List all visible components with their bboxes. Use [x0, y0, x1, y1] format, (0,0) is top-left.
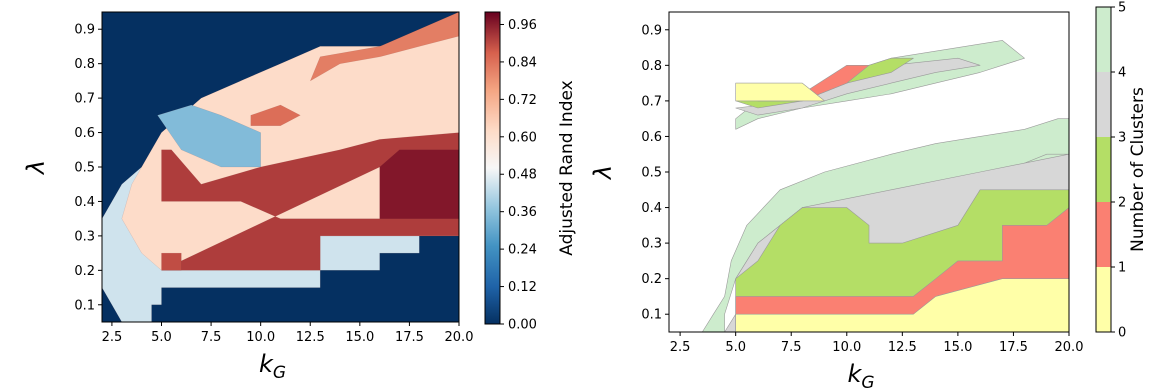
y-tick-label: 0.3 — [641, 237, 662, 252]
colorbar-label: Number of Clusters — [1128, 87, 1148, 252]
y-tick-label: 0.1 — [641, 308, 662, 323]
x-tick-label: 15.0 — [345, 330, 374, 345]
x-axis: 2.5 5.0 7.5 10.0 12.5 15.0 17.5 20.0 — [670, 332, 1084, 355]
x-tick-label: 15.0 — [943, 340, 972, 355]
colorbar-tick-label: 0.48 — [508, 168, 537, 183]
y-tick-label: 0.2 — [74, 264, 95, 279]
x-tick-label: 20.0 — [445, 330, 474, 345]
y-tick-label: 0.4 — [641, 201, 662, 216]
y-tick-label: 0.6 — [74, 126, 95, 141]
x-tick-label: 12.5 — [888, 340, 917, 355]
colorbar: 0 1 2 3 4 5 Number of Clusters — [1095, 1, 1148, 341]
y-tick-label: 0.6 — [641, 130, 662, 145]
x-tick-label: 2.5 — [102, 330, 123, 345]
colorbar-tick-label: 0.00 — [508, 318, 537, 333]
colorbar-segment-4 — [1096, 7, 1111, 72]
colorbar-segment-3 — [1096, 72, 1111, 137]
colorbar-tick-label: 0.84 — [508, 55, 537, 70]
y-tick-label: 0.7 — [641, 94, 662, 109]
x-tick-label: 5.0 — [725, 340, 746, 355]
region-6 — [310, 12, 459, 82]
region-5 — [735, 278, 1069, 332]
colorbar-tick-label: 0.36 — [508, 205, 537, 220]
y-tick-label: 0.2 — [641, 272, 662, 287]
y-tick-label: 0.9 — [641, 23, 662, 38]
colorbar-tick-label: 0.12 — [508, 280, 537, 295]
colorbar: 0.00 0.12 0.24 0.36 0.48 0.60 0.72 0.84 0.96 Adju… — [484, 11, 577, 333]
y-axis-label: λ — [22, 160, 50, 176]
x-tick-label: 2.5 — [670, 340, 691, 355]
colorbar-tick-label: 2 — [1118, 196, 1126, 211]
y-tick-label: 0.4 — [74, 195, 95, 210]
y-axis: 0.1 0.2 0.3 0.4 0.5 0.6 0.7 0.8 0.9 — [74, 23, 102, 313]
y-axis: 0.1 0.2 0.3 0.4 0.5 0.6 0.7 0.8 0.9 — [641, 23, 669, 323]
colorbar-tick-label: 3 — [1118, 131, 1126, 146]
region-10 — [735, 82, 825, 102]
region-2 — [157, 104, 261, 168]
colorbar-segment-0 — [1096, 267, 1111, 332]
x-tick-label: 5.0 — [151, 330, 172, 345]
region-5 — [379, 149, 459, 219]
x-tick-label: 17.5 — [999, 340, 1028, 355]
y-tick-label: 0.8 — [641, 59, 662, 74]
x-axis-label: kG — [259, 350, 286, 383]
y-tick-label: 0.3 — [74, 229, 95, 244]
x-tick-label: 17.5 — [395, 330, 424, 345]
x-tick-label: 20.0 — [1055, 340, 1084, 355]
colorbar-tick-label: 0.72 — [508, 93, 537, 108]
colorbar-tick-label: 0.60 — [508, 130, 537, 145]
colorbar-tick-label: 1 — [1118, 261, 1126, 276]
x-tick-label: 7.5 — [201, 330, 222, 345]
colorbar-tick-label: 0.96 — [508, 18, 537, 33]
colorbar-tick-label: 5 — [1118, 1, 1126, 16]
colorbar-segment-1 — [1096, 202, 1111, 267]
y-tick-label: 0.5 — [74, 161, 95, 176]
plot-area — [669, 12, 1069, 332]
y-tick-label: 0.9 — [74, 23, 95, 38]
plot-area — [102, 12, 459, 322]
x-axis: 2.5 5.0 7.5 10.0 12.5 15.0 17.5 20.0 — [102, 322, 474, 345]
colorbar-fill — [484, 11, 501, 325]
y-tick-label: 0.1 — [74, 298, 95, 313]
x-tick-label: 10.0 — [832, 340, 861, 355]
colorbar-segment-2 — [1096, 137, 1111, 202]
clusters-heatmap: 2.5 5.0 7.5 10.0 12.5 15.0 17.5 20.00.10.20.30.… — [589, 1, 1148, 392]
colorbar-tick-label: 4 — [1118, 66, 1126, 81]
region-4 — [161, 252, 182, 271]
colorbar-tick-label: 0 — [1118, 326, 1126, 341]
region-7 — [250, 104, 301, 126]
x-tick-label: 12.5 — [296, 330, 325, 345]
ari-heatmap: 2.5 5.0 7.5 10.0 12.5 15.0 17.5 20.00.10.20.30.… — [22, 11, 577, 383]
y-tick-label: 0.5 — [641, 166, 662, 181]
y-tick-label: 0.8 — [74, 57, 95, 72]
y-tick-label: 0.7 — [74, 92, 95, 107]
colorbar-frame — [1095, 6, 1112, 333]
y-axis-label: λ — [589, 165, 617, 181]
x-tick-label: 10.0 — [246, 330, 275, 345]
colorbar-label: Adjusted Rand Index — [557, 80, 577, 255]
x-axis-label: kG — [847, 360, 874, 392]
x-tick-label: 7.5 — [781, 340, 802, 355]
colorbar-tick-label: 0.24 — [508, 243, 537, 258]
